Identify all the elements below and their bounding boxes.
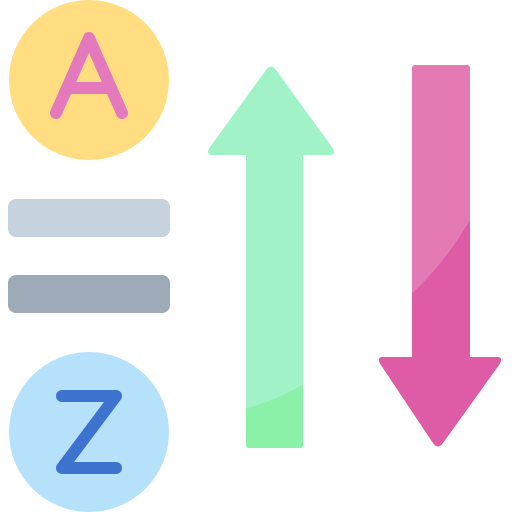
up-arrow — [207, 66, 335, 448]
upper-line — [8, 199, 170, 237]
letter-a-circle — [9, 0, 169, 160]
letter-z-glyph — [56, 390, 122, 474]
lower-line — [8, 275, 170, 313]
letter-a-glyph — [50, 32, 128, 119]
down-arrow-body — [378, 65, 502, 447]
down-arrow — [378, 65, 502, 447]
letter-z-badge: Z — [9, 352, 169, 512]
up-arrow-body — [207, 66, 335, 448]
up-arrow-shade — [240, 380, 310, 448]
letter-a-badge: A — [9, 0, 175, 163]
